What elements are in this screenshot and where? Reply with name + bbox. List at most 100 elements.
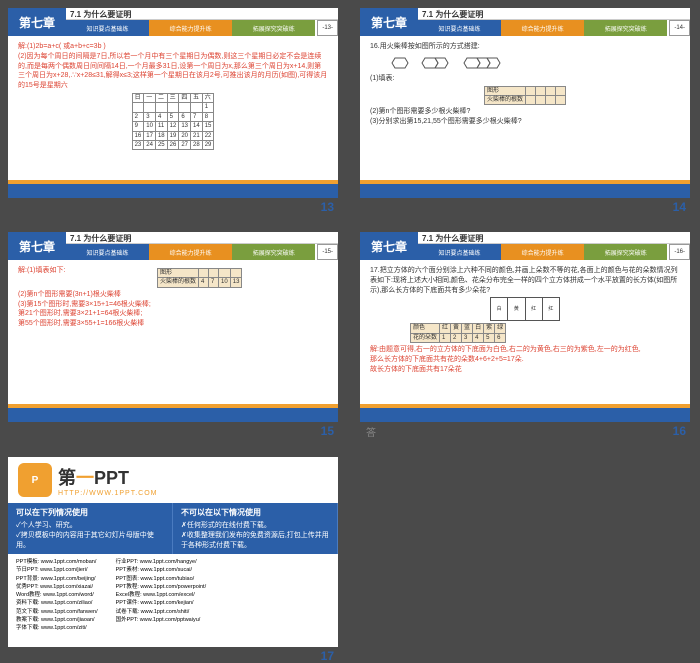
link-item[interactable]: 节日PPT: www.1ppt.com/jieri/ xyxy=(16,566,98,574)
slide-16: 第七章 7.1 为什么要证明 知识要点基础练 综合能力提升练 拓展探究突破练 -… xyxy=(360,232,690,422)
link-item[interactable]: 教案下载: www.1ppt.com/jiaoan/ xyxy=(16,616,98,624)
page-tag: -13- xyxy=(317,20,338,36)
tab-extension[interactable]: 拓展探究突破练 xyxy=(232,244,315,260)
title-column: 7.1 为什么要证明 知识要点基础练 综合能力提升练 拓展探究突破练 -16- xyxy=(418,232,690,260)
logo-row: P 第一PPT HTTP://WWW.1PPT.COM xyxy=(8,457,338,503)
solution-line-5: 第55个图形时,需要3×55+1=166根火柴棒 xyxy=(18,319,328,329)
slide-footer xyxy=(8,180,338,198)
page-tag: -15- xyxy=(317,244,338,260)
page-number: 13 xyxy=(8,198,340,214)
tab-comprehensive[interactable]: 综合能力提升练 xyxy=(501,20,584,36)
answer-label: 答 xyxy=(366,424,376,439)
link-item[interactable]: 国外PPT: www.1ppt.com/pptwaiyu/ xyxy=(116,616,206,624)
slide-13: 第七章 7.1 为什么要证明 知识要点基础练 综合能力提升练 拓展探究突破练 -… xyxy=(8,8,338,198)
content-area: 解:(1)填表如下: 图形 火柴棒的根数471013 (2)第n个图形需要(3n… xyxy=(8,260,338,404)
page-tag: -16- xyxy=(669,244,690,260)
fill-table-label: (1)填表: xyxy=(370,74,680,84)
link-item[interactable]: PPT图表: www.1ppt.com/tubiao/ xyxy=(116,575,206,583)
link-item[interactable]: Word教程: www.1ppt.com/word/ xyxy=(16,591,98,599)
slide-14-wrapper: 第七章 7.1 为什么要证明 知识要点基础练 综合能力提升练 拓展探究突破练 -… xyxy=(360,8,692,214)
link-item[interactable]: 资料下载: www.1ppt.com/ziliao/ xyxy=(16,599,98,607)
solution-line-3: (3)第15个图形时,需要3×15+1=46根火柴棒; xyxy=(18,300,328,310)
tab-comprehensive[interactable]: 综合能力提升练 xyxy=(149,244,232,260)
color-table: 颜色红黄蓝白紫绿 花的朵数123456 xyxy=(410,323,506,343)
tabs-row: 知识要点基础练 综合能力提升练 拓展探究突破练 -15- xyxy=(66,244,338,260)
logo-url: HTTP://WWW.1PPT.COM xyxy=(58,490,158,497)
page-number: 14 xyxy=(360,198,692,214)
slide-footer xyxy=(8,404,338,422)
links-col-1: PPT模板: www.1ppt.com/moban/ 节日PPT: www.1p… xyxy=(16,558,98,632)
answer-line-3: 故长方体的下底面共有17朵花 xyxy=(370,365,680,375)
tab-comprehensive[interactable]: 综合能力提升练 xyxy=(501,244,584,260)
slide-title: 7.1 为什么要证明 xyxy=(66,8,338,20)
question-line-2: (2)第n个图形需要多少根火柴棒? xyxy=(370,107,680,117)
tab-comprehensive[interactable]: 综合能力提升练 xyxy=(149,20,232,36)
slide-14: 第七章 7.1 为什么要证明 知识要点基础练 综合能力提升练 拓展探究突破练 -… xyxy=(360,8,690,198)
usage-allowed: 可以在下列情况使用 ✓个人学习、研究。 ✓拷贝模板中的内容用于其它幻灯片母版中使… xyxy=(8,503,173,554)
slide-16-wrapper: 第七章 7.1 为什么要证明 知识要点基础练 综合能力提升练 拓展探究突破练 -… xyxy=(360,232,692,439)
question-text: 16.用火柴棒按如图所示的方式搭建: xyxy=(370,42,680,52)
usage-row: 可以在下列情况使用 ✓个人学习、研究。 ✓拷贝模板中的内容用于其它幻灯片母版中使… xyxy=(8,503,338,554)
link-item[interactable]: 优秀PPT: www.1ppt.com/xiazai/ xyxy=(16,583,98,591)
matchstick-shapes xyxy=(390,56,680,70)
links-col-2: 行业PPT: www.1ppt.com/hangye/ PPT素材: www.1… xyxy=(116,558,206,632)
matchstick-table: 图形 火柴棒的根数 xyxy=(484,86,566,106)
solution-line-2: (2)第n个图形需要(3n+1)根火柴棒 xyxy=(18,290,328,300)
tab-basic[interactable]: 知识要点基础练 xyxy=(418,20,501,36)
question-line-3: (3)分别求出第15,21,55个图形需要多少根火柴棒? xyxy=(370,117,680,127)
answer-line-2: 那么长方体的下底面共有花的朵数4+6+2+5=17朵. xyxy=(370,355,680,365)
link-item[interactable]: PPT素材: www.1ppt.com/sucai/ xyxy=(116,566,206,574)
title-column: 7.1 为什么要证明 知识要点基础练 综合能力提升练 拓展探究突破练 -13- xyxy=(66,8,338,36)
slide-footer xyxy=(360,180,690,198)
logo-icon: P xyxy=(18,463,52,497)
tabs-row: 知识要点基础练 综合能力提升练 拓展探究突破练 -16- xyxy=(418,244,690,260)
link-item[interactable]: Excel教程: www.1ppt.com/excel/ xyxy=(116,591,206,599)
shape-1-icon xyxy=(390,56,410,70)
chapter-label: 第七章 xyxy=(360,8,418,36)
slide-header: 第七章 7.1 为什么要证明 知识要点基础练 综合能力提升练 拓展探究突破练 -… xyxy=(360,232,690,260)
tab-extension[interactable]: 拓展探究突破练 xyxy=(584,244,667,260)
slide-grid: 第七章 7.1 为什么要证明 知识要点基础练 综合能力提升练 拓展探究突破练 -… xyxy=(8,8,692,663)
page-number: 15 xyxy=(8,422,340,438)
question-text: 17.把立方体的六个面分别涂上六种不同的颜色,并画上朵数不等的花,各面上的颜色与… xyxy=(370,266,680,295)
chapter-label: 第七章 xyxy=(8,232,66,260)
tab-extension[interactable]: 拓展探究突破练 xyxy=(232,20,315,36)
tab-basic[interactable]: 知识要点基础练 xyxy=(418,244,501,260)
content-area: 16.用火柴棒按如图所示的方式搭建: (1)填表: 图形 火柴棒的根数 (2)第… xyxy=(360,36,690,180)
usage-allowed-1: ✓个人学习、研究。 xyxy=(16,520,164,530)
link-item[interactable]: PPT模板: www.1ppt.com/moban/ xyxy=(16,558,98,566)
tab-extension[interactable]: 拓展探究突破练 xyxy=(584,20,667,36)
slide-17: P 第一PPT HTTP://WWW.1PPT.COM 可以在下列情况使用 ✓个… xyxy=(8,457,338,647)
solution-line-1: 解:(1)2b=a+c( 或a+b+c=3b ) xyxy=(18,42,328,52)
link-item[interactable]: PPT教程: www.1ppt.com/powerpoint/ xyxy=(116,583,206,591)
link-item[interactable]: PPT背景: www.1ppt.com/beijing/ xyxy=(16,575,98,583)
tab-basic[interactable]: 知识要点基础练 xyxy=(66,244,149,260)
logo-text: 第一PPT xyxy=(58,464,158,490)
link-item[interactable]: 字体下载: www.1ppt.com/ziti/ xyxy=(16,624,98,632)
link-item[interactable]: 试卷下载: www.1ppt.com/shiti/ xyxy=(116,608,206,616)
link-item[interactable]: PPT课件: www.1ppt.com/kejian/ xyxy=(116,599,206,607)
usage-forbidden-title: 不可以在以下情况使用 xyxy=(181,507,329,518)
slide-17-wrapper: P 第一PPT HTTP://WWW.1PPT.COM 可以在下列情况使用 ✓个… xyxy=(8,457,340,663)
chapter-label: 第七章 xyxy=(8,8,66,36)
title-column: 7.1 为什么要证明 知识要点基础练 综合能力提升练 拓展探究突破练 -15- xyxy=(66,232,338,260)
usage-allowed-title: 可以在下列情况使用 xyxy=(16,507,164,518)
content-area: 17.把立方体的六个面分别涂上六种不同的颜色,并画上朵数不等的花,各面上的颜色与… xyxy=(360,260,690,404)
slide-13-wrapper: 第七章 7.1 为什么要证明 知识要点基础练 综合能力提升练 拓展探究突破练 -… xyxy=(8,8,340,214)
solution-line-2: (2)因为每个周日的间隔是7日,所以若一个月中有三个星期日为偶数,则这三个星期日… xyxy=(18,52,328,91)
link-item[interactable]: 范文下载: www.1ppt.com/fanwen/ xyxy=(16,608,98,616)
usage-forbidden: 不可以在以下情况使用 ✗任何形式的在线付费下载。 ✗收集整理我们发布的免费资源后… xyxy=(173,503,338,554)
links-area: PPT模板: www.1ppt.com/moban/ 节日PPT: www.1p… xyxy=(8,554,338,636)
slide-footer xyxy=(360,404,690,422)
slide-title: 7.1 为什么要证明 xyxy=(418,8,690,20)
slide-header: 第七章 7.1 为什么要证明 知识要点基础练 综合能力提升练 拓展探究突破练 -… xyxy=(8,8,338,36)
page-number: 16 xyxy=(673,424,686,439)
cube-diagram: 白黄红红 xyxy=(490,297,560,321)
title-column: 7.1 为什么要证明 知识要点基础练 综合能力提升练 拓展探究突破练 -14- xyxy=(418,8,690,36)
solution-line-1: 解:(1)填表如下: xyxy=(18,266,65,276)
link-item[interactable]: 行业PPT: www.1ppt.com/hangye/ xyxy=(116,558,206,566)
solution-line-4: 第21个图形时,需要3×21+1=64根火柴棒; xyxy=(18,309,328,319)
tab-basic[interactable]: 知识要点基础练 xyxy=(66,20,149,36)
usage-allowed-2: ✓拷贝模板中的内容用于其它幻灯片母版中使用。 xyxy=(16,530,164,550)
slide-15: 第七章 7.1 为什么要证明 知识要点基础练 综合能力提升练 拓展探究突破练 -… xyxy=(8,232,338,422)
